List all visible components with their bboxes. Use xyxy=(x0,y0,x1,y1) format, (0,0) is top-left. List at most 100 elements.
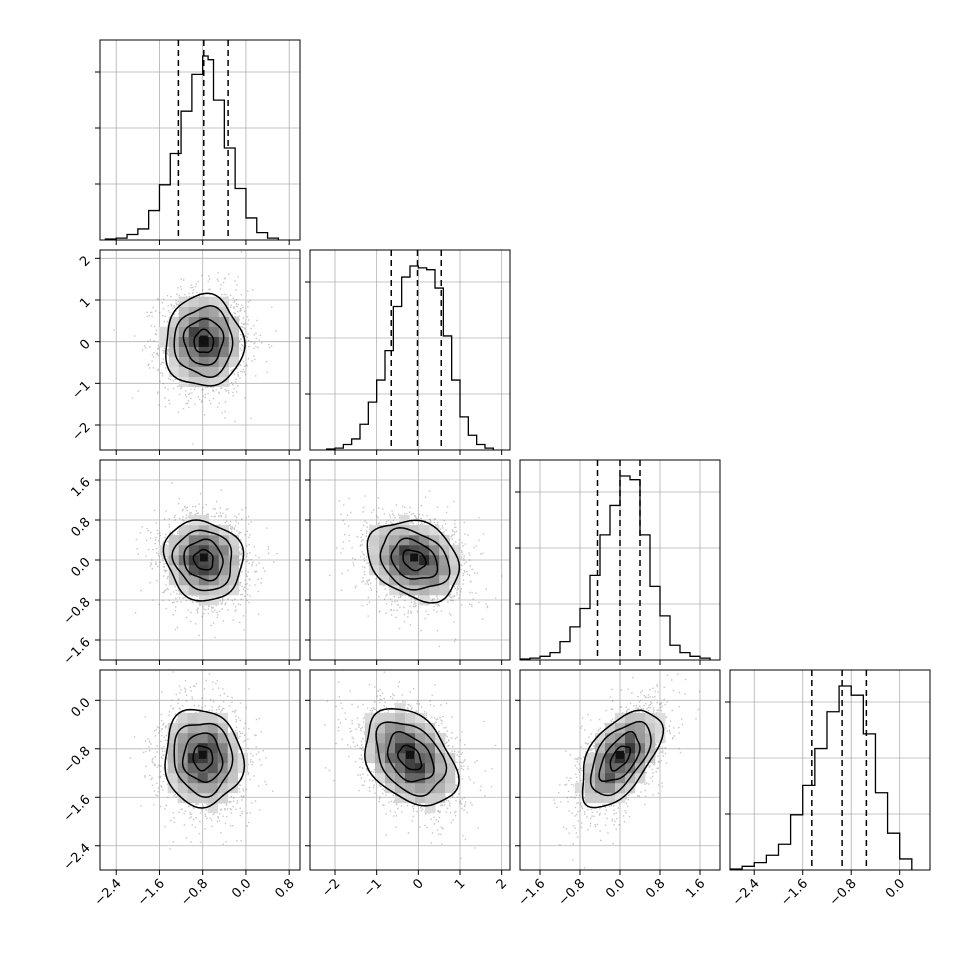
density-cell xyxy=(615,742,626,754)
density-cell xyxy=(439,545,450,556)
density-cell xyxy=(575,782,586,794)
density-cell xyxy=(635,752,646,764)
x-tick-label-p0-1: −1.6 xyxy=(135,876,168,909)
density-cell xyxy=(385,752,396,764)
density-cell xyxy=(595,742,606,754)
density-cell xyxy=(405,782,416,794)
density-cell xyxy=(585,782,596,794)
density-cell xyxy=(379,535,390,546)
density-cell xyxy=(207,792,219,804)
density-cell xyxy=(217,732,229,744)
density-cell xyxy=(168,316,180,327)
density-cell xyxy=(167,772,179,784)
density-cell xyxy=(178,316,190,327)
density-cell xyxy=(655,722,666,734)
contour-level-4 xyxy=(164,708,246,809)
peak-marker xyxy=(199,335,208,344)
density-cell xyxy=(419,535,430,546)
density-cell xyxy=(167,762,179,774)
density-cell xyxy=(217,772,229,784)
panel-frame xyxy=(99,249,301,451)
histogram-step xyxy=(730,685,913,870)
panel-frame xyxy=(729,669,931,871)
density-cell xyxy=(605,732,616,744)
density-cell xyxy=(167,732,179,744)
contour-level-2 xyxy=(182,318,225,366)
panel-frame xyxy=(519,669,721,871)
density-cell xyxy=(375,722,386,734)
density-cell xyxy=(178,356,190,367)
density-cell xyxy=(177,782,189,794)
hist-panel-3: −2.4 −1.6 −0.8 0.0 xyxy=(725,669,931,909)
x-tick-label-p2-2: 0.0 xyxy=(603,876,628,901)
x-tick-label-p1-1: −1 xyxy=(361,876,385,900)
density-cell xyxy=(177,732,189,744)
density-cell xyxy=(429,545,440,556)
density-cell xyxy=(158,326,170,337)
density-cell xyxy=(595,732,606,744)
density-cell xyxy=(228,346,240,357)
density-cell xyxy=(415,742,426,754)
density-cell xyxy=(399,575,410,586)
scatter-panel-0-1: −2 −1 0 1 2 xyxy=(69,249,301,455)
density-cell xyxy=(207,742,219,754)
x-tick-label-p0-2: −0.8 xyxy=(178,876,211,909)
hist-panel-1-inner xyxy=(310,250,510,450)
density-cell xyxy=(425,722,436,734)
density-cell xyxy=(439,535,450,546)
density-cell xyxy=(188,565,200,576)
density-cell xyxy=(449,555,460,566)
density-cell xyxy=(399,555,410,566)
density-cell xyxy=(228,555,240,566)
density-cell xyxy=(425,752,436,764)
density-cell xyxy=(198,515,210,526)
density-cell xyxy=(379,575,390,586)
density-cell xyxy=(655,712,666,724)
density-cell xyxy=(208,366,220,377)
density-cell xyxy=(188,585,200,596)
density-cell xyxy=(198,306,210,317)
density-cell xyxy=(188,535,200,546)
density-cell xyxy=(399,565,410,576)
density-cell xyxy=(425,762,436,774)
contour-level-3 xyxy=(173,305,234,379)
density-cell xyxy=(208,326,220,337)
density-cell xyxy=(208,525,220,536)
density-cell xyxy=(439,575,450,586)
density-cell xyxy=(385,722,396,734)
density-cell xyxy=(389,535,400,546)
density-cell xyxy=(605,782,616,794)
density-cell xyxy=(395,782,406,794)
density-cell xyxy=(365,742,376,754)
density-cell xyxy=(207,712,219,724)
peak-marker xyxy=(406,750,414,759)
density-cell xyxy=(449,545,460,556)
density-cell xyxy=(635,722,646,734)
density-cell xyxy=(375,712,386,724)
density-cell xyxy=(218,575,230,586)
density-cell xyxy=(395,752,406,764)
density-cell xyxy=(208,585,220,596)
density-cell xyxy=(385,732,396,744)
density-cell xyxy=(625,712,636,724)
density-cell xyxy=(188,525,200,536)
density-cell xyxy=(197,712,209,724)
density-cell xyxy=(187,782,199,794)
density-cell xyxy=(187,712,199,724)
density-cell xyxy=(187,742,199,754)
density-cell xyxy=(228,316,240,327)
density-cell xyxy=(615,722,626,734)
density-cell xyxy=(625,752,636,764)
density-cell xyxy=(595,772,606,784)
x-tick-label-p3-0: −2.4 xyxy=(730,876,763,909)
density-cell xyxy=(405,732,416,744)
density-cell xyxy=(228,585,240,596)
density-cell xyxy=(218,366,230,377)
x-tick-label-p0-0: −2.4 xyxy=(92,876,125,909)
density-cell xyxy=(385,762,396,774)
density-cell xyxy=(178,535,190,546)
contour-level-4 xyxy=(162,519,245,602)
density-cell xyxy=(365,732,376,744)
density-cell xyxy=(188,316,200,327)
contour-level-1 xyxy=(402,549,427,572)
